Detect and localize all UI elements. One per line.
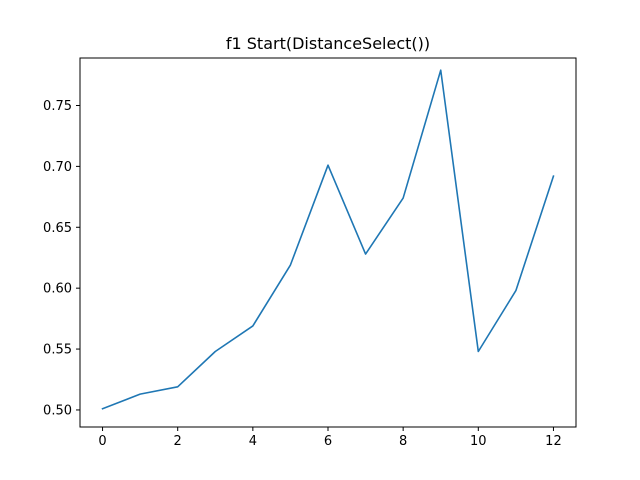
y-tick-label: 0.75 [43,99,72,114]
y-tick-label: 0.55 [43,343,72,358]
series-line-0 [101,69,555,410]
axes-frame [79,57,577,428]
plot-area: 0 2 4 6 8 10 12 0.50 0.55 0.60 0.65 0.70 0.75 [43,57,577,449]
chart-title: f1 Start(DistanceSelect()) [226,34,430,53]
y-tick-label: 0.60 [43,282,72,297]
x-tick-label: 12 [545,434,562,449]
x-tick-label: 6 [324,434,332,449]
y-tick-label: 0.65 [43,221,72,236]
x-tick-label: 2 [174,434,182,449]
x-tick-label: 0 [98,434,106,449]
x-tick-label: 8 [399,434,407,449]
y-tick-label: 0.50 [43,403,72,418]
x-tick-label: 10 [470,434,487,449]
x-tick-label: 4 [249,434,257,449]
y-tick-label: 0.70 [43,160,72,175]
